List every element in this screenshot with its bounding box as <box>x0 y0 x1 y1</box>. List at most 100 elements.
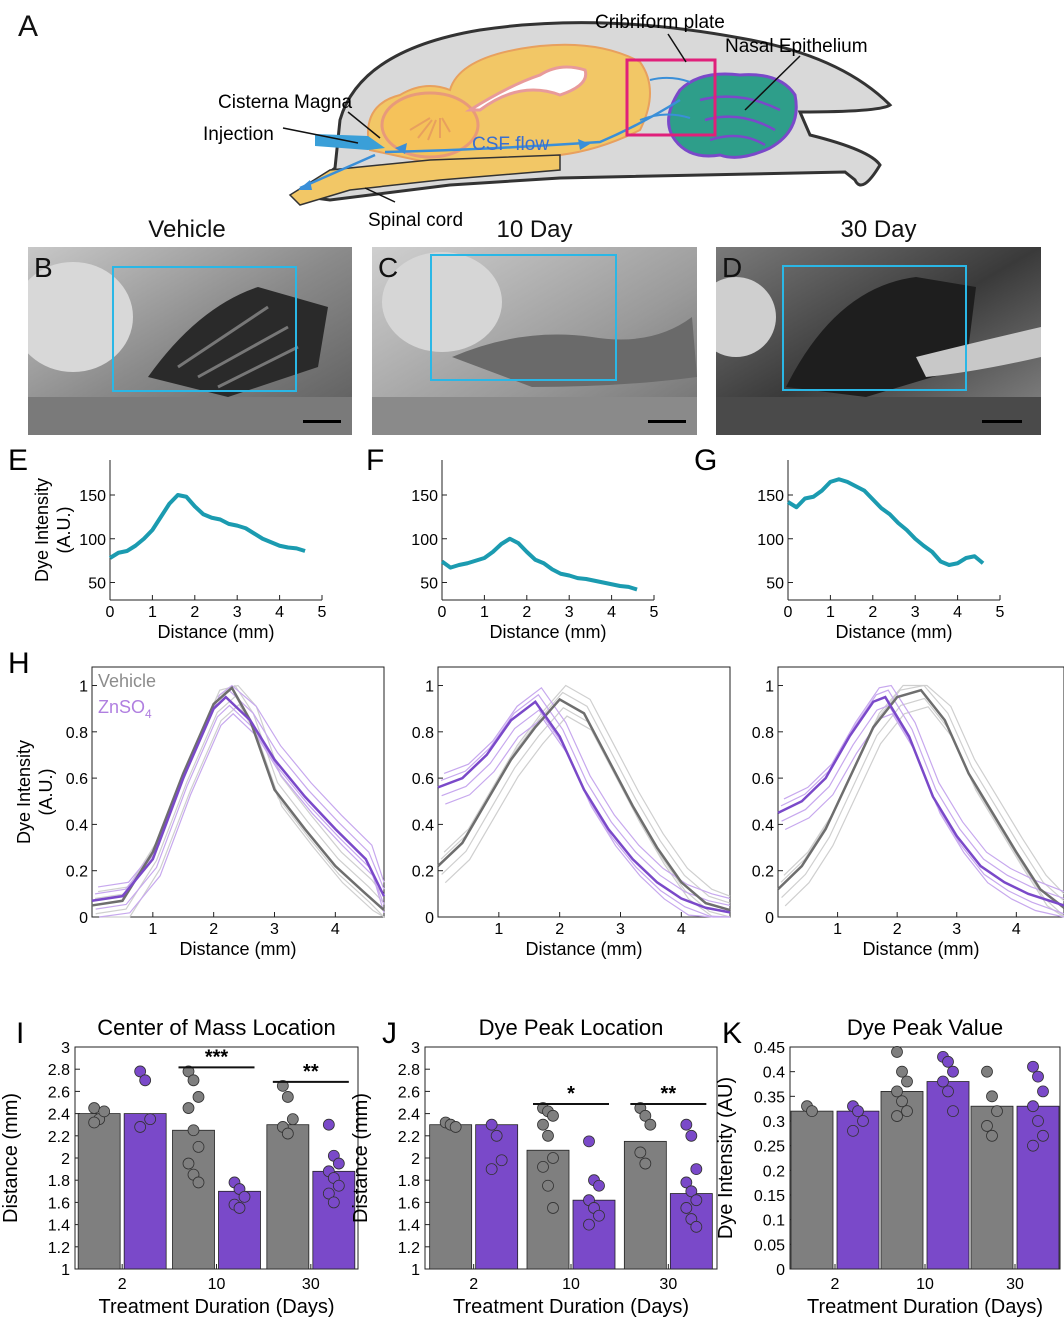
x-tick-label: 10 <box>562 1276 580 1293</box>
csf-flow-arrow <box>384 98 681 154</box>
sagittal-schematic: Cribriform plate Nasal Epithelium Cister… <box>203 12 893 231</box>
data-point <box>896 1065 908 1078</box>
data-point <box>690 1163 703 1176</box>
data-point <box>896 1095 908 1108</box>
x-tick-label: 5 <box>996 604 1005 621</box>
y-tick-label: 0.1 <box>763 1213 785 1230</box>
leader-line <box>667 33 687 63</box>
individual-trace-line <box>444 715 730 918</box>
cerebellum-folia <box>409 117 451 141</box>
chart-f: 0 1 2 3 4 5 50 100 150 Distance (mm) <box>411 460 659 642</box>
data-point <box>192 1091 205 1103</box>
data-point <box>547 1152 559 1164</box>
y-tick-label: 0.2 <box>752 864 774 881</box>
chart-h-30-day: 1 2 3 4 0 0.2 0.4 0.6 0.8 1 Distance (mm) <box>752 666 1064 959</box>
y-tick-label: 1 <box>61 1262 70 1279</box>
y-tick-label: 0.6 <box>752 771 774 788</box>
panel-label-a: A <box>18 10 39 43</box>
mean-trace-line <box>777 688 1064 909</box>
data-point <box>281 1091 294 1103</box>
x-tick-label: 0 <box>784 604 793 621</box>
y-tick-label: 0.25 <box>754 1139 785 1156</box>
x-tick-label: 3 <box>233 604 242 621</box>
panel-label-i: I <box>16 1017 24 1050</box>
x-tick-label: 4 <box>331 921 340 938</box>
data-point <box>942 1055 954 1068</box>
y-tick-label: 0.4 <box>763 1065 785 1082</box>
data-point <box>981 1120 993 1132</box>
chart-e: 0 1 2 3 4 5 50 100 150 Distance (mm) Dye Intensity… <box>32 460 327 642</box>
x-axis-label: Distance (mm) <box>157 622 274 642</box>
y-tick-label: 0.8 <box>66 725 88 742</box>
y-tick-label: 1.8 <box>398 1173 420 1190</box>
x-axis-label: Distance (mm) <box>179 939 296 959</box>
x-axis-label: Distance (mm) <box>862 939 979 959</box>
x-axis-label: Distance (mm) <box>835 622 952 642</box>
data-point <box>276 1079 289 1092</box>
y-tick-label: 1 <box>79 679 88 696</box>
y-tick-label: 2.6 <box>398 1084 420 1101</box>
y-tick-label: 1.2 <box>48 1240 70 1257</box>
y-tick-label: 1.4 <box>48 1218 70 1235</box>
chart-j: Dye Peak Location 1 1.2 1.4 1.6 1.8 2 2.2 2.4 2.6… <box>350 1015 718 1318</box>
leader-line <box>282 127 359 144</box>
roi-box <box>430 254 617 381</box>
label-cisterna-magna: Cisterna Magna <box>218 92 353 113</box>
plot-frame <box>777 666 1064 918</box>
y-tick-label: 0.4 <box>66 817 88 834</box>
photo-title-30-day: 30 Day <box>840 216 917 243</box>
y-tick-label: 100 <box>79 532 106 549</box>
data-point <box>1037 1129 1049 1142</box>
individual-trace-line <box>781 697 1064 917</box>
data-point <box>192 1140 205 1153</box>
y-tick-label: 0.45 <box>754 1040 785 1057</box>
bar <box>790 1110 834 1270</box>
photo-title-vehicle: Vehicle <box>148 216 226 243</box>
x-tick-label: 30 <box>302 1276 320 1293</box>
data-point <box>192 1176 205 1189</box>
photo-vehicle: B <box>28 247 352 435</box>
data-point <box>322 1118 335 1131</box>
data-point <box>852 1105 864 1118</box>
data-point <box>583 1135 595 1148</box>
chart-i: Center of Mass Location 1 1.2 1.4 1.6 1.8 2 2.2… <box>0 1015 359 1318</box>
chart-title: Dye Peak Location <box>479 1015 664 1040</box>
panel-label-c: C <box>378 252 398 283</box>
data-point <box>901 1075 913 1088</box>
bar <box>1016 1105 1060 1270</box>
panel-label-e: E <box>8 444 28 477</box>
individual-trace-line <box>95 704 385 910</box>
y-tick-label: 0 <box>79 910 88 927</box>
individual-trace-line <box>99 712 385 918</box>
y-tick-label: 2.8 <box>398 1062 420 1079</box>
individual-trace-line <box>784 706 1064 918</box>
significance-stars: ** <box>661 1083 677 1105</box>
x-tick-label: 1 <box>494 921 503 938</box>
x-tick-label: 5 <box>650 604 659 621</box>
y-tick-label: 100 <box>411 532 438 549</box>
label-nasal-epithelium: Nasal Epithelium <box>725 36 868 57</box>
x-tick-label: 10 <box>916 1276 934 1293</box>
data-point <box>485 1163 498 1176</box>
data-point <box>1032 1070 1044 1083</box>
plot-frame <box>91 666 385 918</box>
individual-trace-line <box>784 713 1064 918</box>
photo-30-day: D <box>716 247 1041 435</box>
y-axis-label: Distance (mm) <box>0 1093 22 1223</box>
y-tick-label: 1.8 <box>48 1173 70 1190</box>
data-point <box>322 1187 335 1200</box>
y-tick-label: 2 <box>61 1151 70 1168</box>
data-point <box>685 1129 698 1142</box>
panel-label-g: G <box>694 444 717 477</box>
x-tick-label: 2 <box>555 921 564 938</box>
x-tick-label: 1 <box>480 604 489 621</box>
mean-trace-line <box>777 695 1064 907</box>
individual-trace-line <box>94 689 385 895</box>
data-point <box>88 1116 101 1129</box>
x-tick-label: 4 <box>607 604 616 621</box>
x-tick-label: 2 <box>118 1276 127 1293</box>
bar <box>266 1124 310 1270</box>
y-tick-label: 0.8 <box>412 725 434 742</box>
individual-trace-line <box>445 717 730 918</box>
y-tick-label: 2.2 <box>48 1129 70 1146</box>
